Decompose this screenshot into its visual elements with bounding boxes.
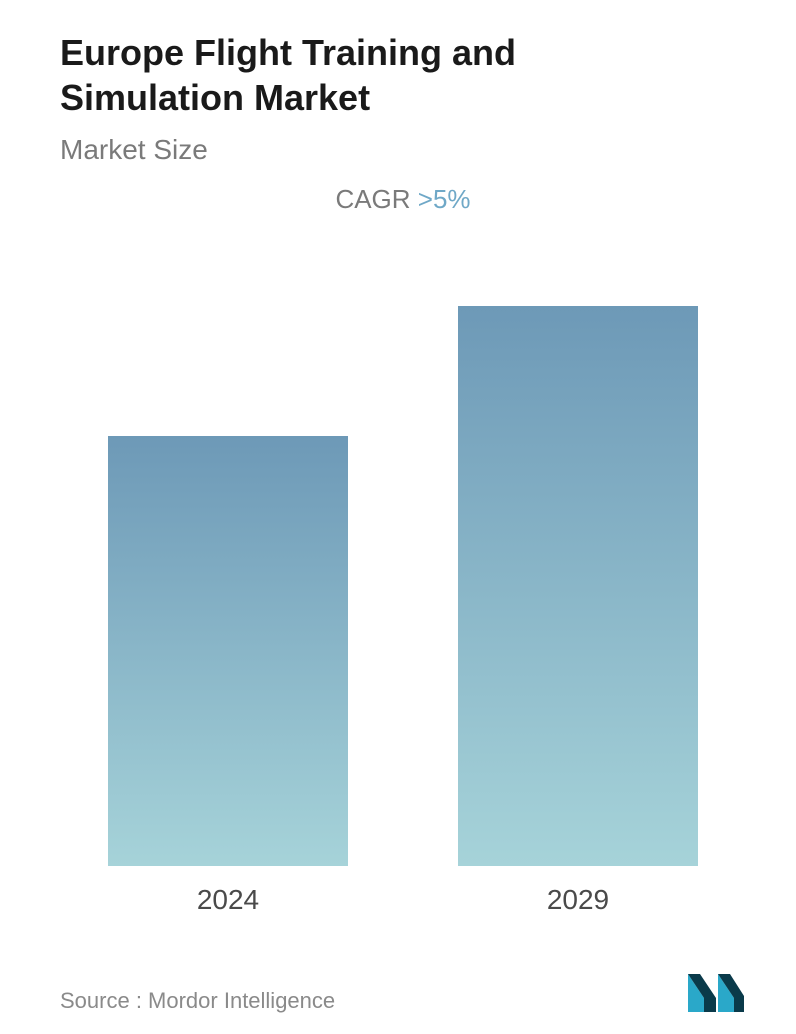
brand-logo-icon <box>686 970 746 1014</box>
footer: Source : Mordor Intelligence <box>60 956 746 1014</box>
chart-subtitle: Market Size <box>60 134 746 166</box>
bar-group-0: 2024 <box>108 436 348 916</box>
cagr-label: CAGR <box>335 184 417 214</box>
bar-1 <box>458 306 698 866</box>
chart-title: Europe Flight Training and Simulation Ma… <box>60 30 620 120</box>
bar-label-1: 2029 <box>547 884 609 916</box>
chart-container: Europe Flight Training and Simulation Ma… <box>0 0 796 1034</box>
bar-0 <box>108 436 348 866</box>
bar-group-1: 2029 <box>458 306 698 916</box>
cagr-value: >5% <box>418 184 471 214</box>
cagr-row: CAGR >5% <box>60 184 746 215</box>
source-text: Source : Mordor Intelligence <box>60 988 335 1014</box>
chart-plot-area: 2024 2029 <box>60 245 746 916</box>
bar-label-0: 2024 <box>197 884 259 916</box>
